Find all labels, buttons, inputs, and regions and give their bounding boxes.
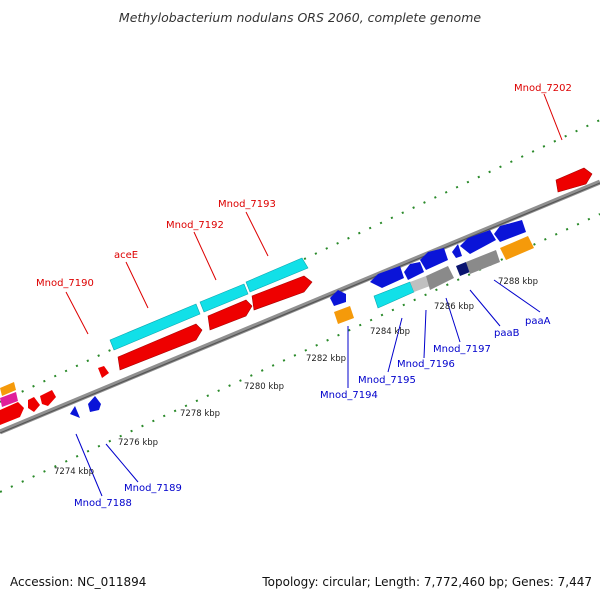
gene-7196-lightgray (410, 276, 430, 292)
gene-aceE-cyan (109, 303, 201, 351)
gene-7202-red (555, 167, 593, 193)
leader-7189 (105, 443, 139, 483)
genome-backbone (0, 179, 600, 435)
tick-label-7276: 7276 kbp (118, 438, 158, 448)
leader-7196 (423, 309, 427, 359)
leader-7195 (387, 317, 403, 373)
gene-7188-blue (70, 406, 80, 418)
leader-7197 (445, 297, 461, 343)
label-paaA: paaA (525, 316, 551, 327)
leader-7202 (543, 93, 563, 141)
label-mnod-7197: Mnod_7197 (433, 344, 491, 355)
genome-backbone-edge (0, 182, 600, 434)
gene-red-small-2 (40, 390, 56, 406)
label-mnod-7192: Mnod_7192 (166, 220, 224, 231)
label-mnod-7196: Mnod_7196 (397, 359, 455, 370)
gene-7192-red (207, 299, 253, 331)
gene-paaB-navy (456, 262, 470, 276)
leader-paaB (469, 289, 501, 327)
tick-label-7278: 7278 kbp (180, 409, 220, 419)
accession-text: Accession: NC_011894 (10, 575, 146, 589)
leader-7190 (65, 291, 89, 335)
gene-blue-row-6 (494, 220, 526, 242)
gene-red-left (0, 402, 24, 425)
label-mnod-7202: Mnod_7202 (514, 83, 572, 94)
leader-7192 (193, 231, 217, 281)
gene-orange-right (500, 236, 534, 260)
gene-red-small-1 (28, 397, 40, 412)
label-mnod-7193: Mnod_7193 (218, 199, 276, 210)
tick-label-7280: 7280 kbp (244, 382, 284, 392)
gene-paaA-gray (466, 250, 500, 274)
upper-dotted-track (0, 119, 600, 403)
gene-blue-row-1 (370, 266, 404, 288)
label-mnod-7188: Mnod_7188 (74, 498, 132, 509)
tick-label-7274: 7274 kbp (54, 467, 94, 477)
gene-blue-row-4 (452, 244, 462, 258)
gene-7197-gray (426, 266, 454, 290)
gene-7193-cyan (245, 257, 309, 293)
gene-7194-orange (334, 306, 354, 324)
leader-7188 (75, 433, 103, 497)
leader-7193 (245, 211, 269, 257)
gene-blue-row-3 (420, 248, 448, 270)
gene-7189-blue (88, 396, 101, 412)
tick-label-7286: 7286 kbp (434, 302, 474, 312)
map-title: Methylobacterium nodulans ORS 2060, comp… (119, 10, 481, 25)
leader-paaA (493, 279, 541, 313)
tick-label-7288: 7288 kbp (498, 277, 538, 287)
tick-label-7282: 7282 kbp (306, 354, 346, 364)
tick-label-7284: 7284 kbp (370, 327, 410, 337)
gene-blue-row-5 (460, 230, 496, 254)
topology-text: Topology: circular; Length: 7,772,460 bp… (261, 575, 592, 589)
gene-red-7190 (98, 366, 109, 378)
gene-orange-left (0, 382, 16, 396)
leader-aceE (125, 261, 149, 309)
gene-aceE-red (117, 323, 203, 371)
label-mnod-7189: Mnod_7189 (124, 483, 182, 494)
label-aceE: aceE (114, 250, 138, 261)
label-mnod-7195: Mnod_7195 (358, 375, 416, 386)
label-mnod-7194: Mnod_7194 (320, 390, 378, 401)
label-paaB: paaB (494, 328, 520, 339)
gene-7192-cyan (199, 283, 249, 313)
label-mnod-7190: Mnod_7190 (36, 278, 94, 289)
gene-7194-blue (330, 290, 346, 306)
gene-blue-row-2 (404, 262, 424, 280)
gene-magenta-left (0, 392, 18, 407)
gene-7193-red (251, 275, 313, 311)
